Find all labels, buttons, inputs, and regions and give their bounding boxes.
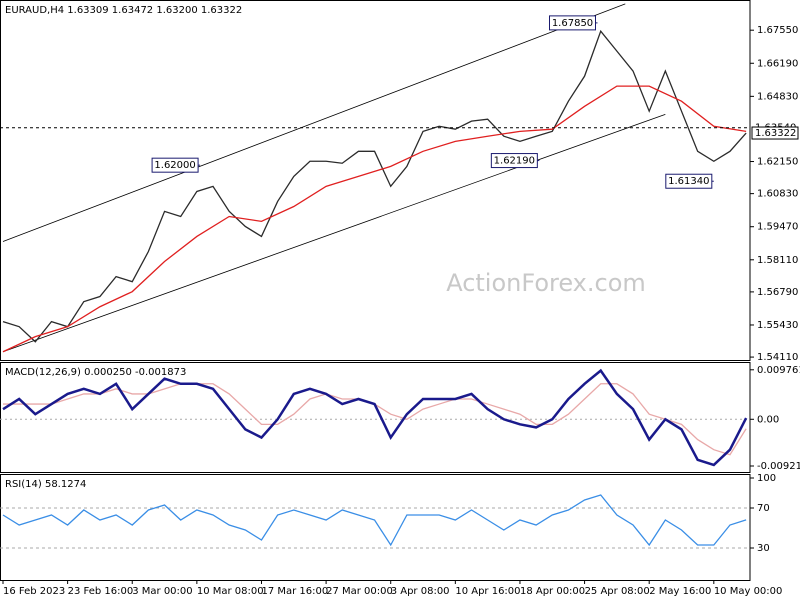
y-tick-label: 1.54110 [757, 352, 798, 363]
price-line-label: 1.63322 [755, 128, 796, 139]
current-price-box [751, 126, 799, 140]
annotation-box [490, 153, 538, 169]
y-tick-label: 0.009761 [757, 365, 800, 376]
series-line [2, 368, 748, 467]
x-tick-label: 10 Apr 16:00 [455, 586, 520, 597]
x-tick-label: 2 May 16:00 [649, 586, 711, 597]
y-tick-label: 100 [757, 473, 776, 484]
y-tick-label: 1.62150 [757, 157, 798, 168]
series-line [2, 85, 747, 353]
trend-line [2, 3, 626, 242]
y-tick-label: 1.67550 [757, 25, 798, 36]
y-tick-label: 1.55430 [757, 320, 798, 331]
y-tick-label: 1.56790 [757, 287, 798, 298]
x-tick-label: 17 Mar 16:00 [261, 586, 328, 597]
y-tick-label: 1.64830 [757, 91, 798, 102]
y-tick-label: 1.66190 [757, 58, 798, 69]
series-line [3, 383, 747, 456]
y-tick-label: 1.58110 [757, 255, 798, 266]
x-tick-label: 18 Apr 00:00 [520, 586, 585, 597]
x-tick-label: 3 Apr 08:00 [391, 586, 450, 597]
x-tick-label: 16 Feb 2023 [3, 586, 65, 597]
x-tick-label: 25 Apr 08:00 [585, 586, 650, 597]
panel-frame [0, 0, 751, 361]
x-tick-label: 10 May 00:00 [714, 586, 783, 597]
panel-frame [0, 362, 751, 473]
panel-frame [0, 474, 751, 581]
y-tick-label: 1.60830 [757, 189, 798, 200]
panel-title: RSI(14) 58.1274 [5, 479, 86, 490]
y-tick-label: 30 [757, 543, 770, 554]
y-tick-label: 1.59470 [757, 222, 798, 233]
annotation-label: 1.62000 [154, 160, 195, 171]
annotation-label: 1.67850 [552, 18, 593, 29]
x-tick-label: 23 Feb 16:00 [68, 586, 134, 597]
x-tick-label: 10 Mar 08:00 [197, 586, 264, 597]
annotation-box [151, 157, 199, 173]
y-tick-label: 0.00 [757, 414, 779, 425]
series-line [2, 494, 747, 547]
panel-title: EURAUD,H4 1.63309 1.63472 1.63200 1.6332… [5, 5, 242, 16]
y-tick-label: 70 [757, 503, 770, 514]
watermark: ActionForex.com [446, 269, 646, 297]
x-tick-label: 3 Mar 00:00 [132, 586, 192, 597]
y-tick-label: -0.009216 [757, 461, 800, 472]
trend-line [2, 113, 666, 353]
x-tick-label: 27 Mar 00:00 [326, 586, 393, 597]
annotation-box [665, 173, 713, 189]
series-line [2, 29, 747, 343]
annotation-label: 1.61340 [668, 176, 709, 187]
annotation-box [548, 15, 596, 31]
annotation-label: 1.62190 [494, 156, 535, 167]
panel-title: MACD(12,26,9) 0.000250 -0.001873 [5, 367, 186, 378]
